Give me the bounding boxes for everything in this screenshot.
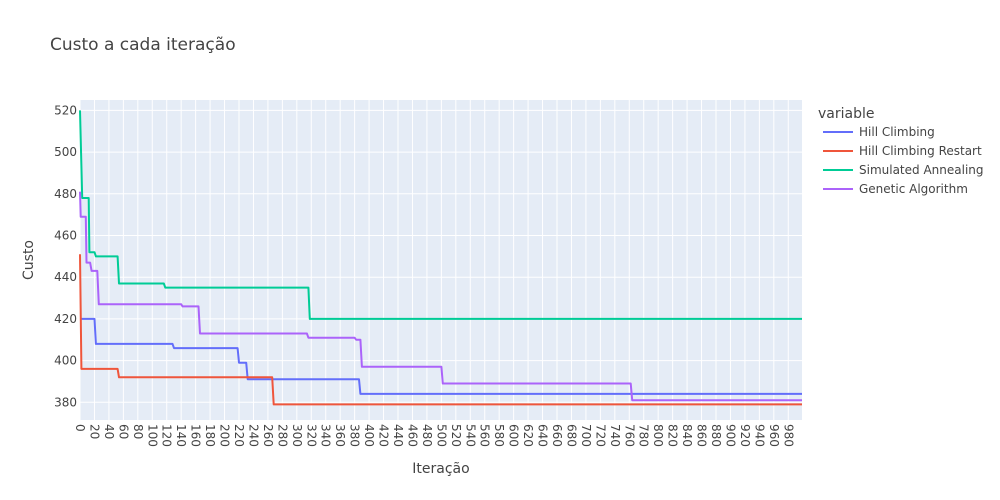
x-tick-label: 720	[593, 424, 607, 447]
x-tick-label: 500	[434, 424, 448, 447]
x-tick-label: 340	[319, 424, 333, 447]
legend[interactable]: variable Hill Climbing Hill Climbing Rest…	[818, 106, 984, 196]
x-tick-label: 0	[73, 424, 87, 432]
x-tick-labels: 0 20 40 60 80 100 120 140 160 180 200 220 240 260 280 3…	[73, 424, 795, 447]
x-tick-label: 740	[608, 424, 622, 447]
y-tick-labels: 380 400 420 440 460 480 500 520	[54, 103, 77, 409]
x-tick-label: 320	[304, 424, 318, 447]
x-tick-label: 860	[695, 424, 709, 447]
x-tick-label: 980	[781, 424, 795, 447]
y-tick-label: 420	[54, 312, 77, 326]
x-tick-label: 840	[680, 424, 694, 447]
x-tick-label: 380	[348, 424, 362, 447]
y-tick-label: 480	[54, 187, 77, 201]
x-tick-label: 360	[333, 424, 347, 447]
legend-title: variable	[818, 106, 874, 122]
x-tick-label: 140	[174, 424, 188, 447]
x-tick-label: 540	[463, 424, 477, 447]
y-tick-label: 380	[54, 395, 77, 409]
y-tick-label: 460	[54, 229, 77, 243]
x-tick-label: 900	[723, 424, 737, 447]
x-tick-label: 940	[752, 424, 766, 447]
chart-title: Custo a cada iteração	[50, 35, 236, 55]
x-tick-label: 220	[232, 424, 246, 447]
x-tick-label: 780	[637, 424, 651, 447]
x-tick-label: 520	[449, 424, 463, 447]
x-tick-label: 640	[536, 424, 550, 447]
y-tick-label: 500	[54, 145, 77, 159]
x-tick-label: 660	[550, 424, 564, 447]
x-tick-label: 80	[131, 424, 145, 439]
x-tick-label: 440	[391, 424, 405, 447]
x-tick-label: 420	[377, 424, 391, 447]
x-tick-label: 600	[507, 424, 521, 447]
x-tick-label: 300	[290, 424, 304, 447]
x-tick-label: 820	[666, 424, 680, 447]
legend-item-label[interactable]: Hill Climbing	[859, 125, 935, 139]
series-lines	[79, 110, 802, 406]
y-tick-label: 440	[54, 270, 77, 284]
x-tick-label: 880	[709, 424, 723, 447]
x-tick-label: 120	[160, 424, 174, 447]
x-tick-label: 60	[116, 424, 130, 439]
x-tick-label: 480	[420, 424, 434, 447]
x-tick-label: 920	[738, 424, 752, 447]
x-tick-label: 180	[203, 424, 217, 447]
x-tick-label: 800	[651, 424, 665, 447]
series-line-genetic-algorithm	[79, 191, 802, 402]
x-tick-label: 460	[405, 424, 419, 447]
x-tick-label: 40	[102, 424, 116, 439]
x-tick-label: 200	[218, 424, 232, 447]
x-tick-label: 160	[189, 424, 203, 447]
x-tick-label: 700	[579, 424, 593, 447]
x-tick-label: 560	[478, 424, 492, 447]
x-tick-label: 20	[87, 424, 101, 439]
x-axis-title: Iteração	[412, 461, 469, 477]
legend-item-label[interactable]: Hill Climbing Restart	[859, 144, 982, 158]
x-tick-label: 240	[246, 424, 260, 447]
x-tick-label: 680	[564, 424, 578, 447]
x-tick-label: 760	[622, 424, 636, 447]
y-tick-label: 400	[54, 354, 77, 368]
legend-item-label[interactable]: Genetic Algorithm	[859, 182, 968, 196]
legend-item-label[interactable]: Simulated Annealing	[859, 163, 984, 177]
y-tick-label: 520	[54, 103, 77, 117]
x-tick-label: 400	[362, 424, 376, 447]
x-tick-label: 260	[261, 424, 275, 447]
x-tick-label: 960	[767, 424, 781, 447]
x-tick-label: 100	[145, 424, 159, 447]
x-tick-label: 620	[521, 424, 535, 447]
x-tick-label: 580	[492, 424, 506, 447]
series-line-simulated-annealing	[79, 110, 802, 320]
x-tick-label: 280	[275, 424, 289, 447]
series-line-hill-climbing	[80, 317, 802, 395]
series-line-hill-climbing-restart	[79, 254, 802, 406]
y-axis-title: Custo	[21, 240, 37, 280]
